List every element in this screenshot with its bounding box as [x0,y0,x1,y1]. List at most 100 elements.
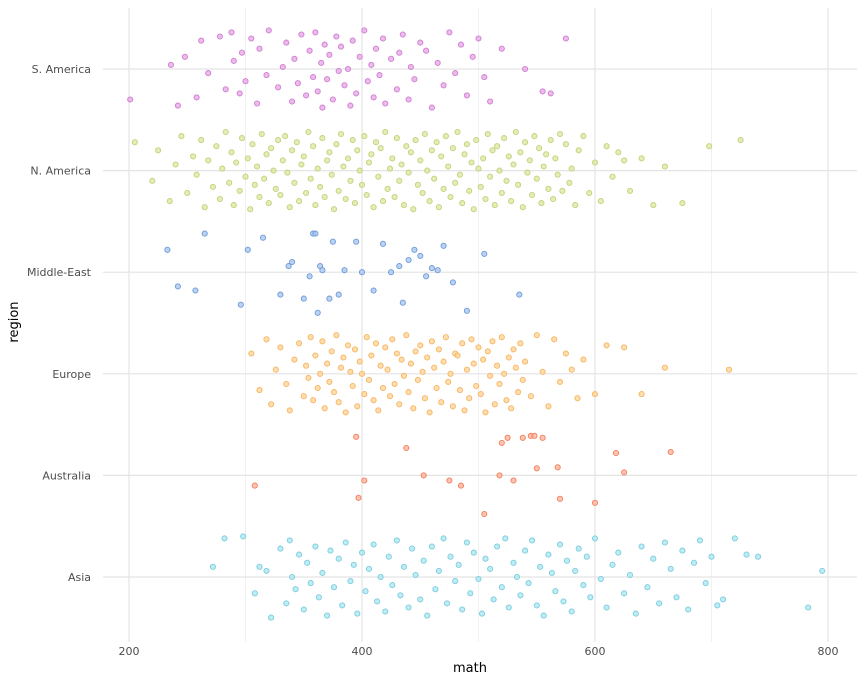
data-point [374,598,381,605]
data-point [667,565,674,572]
data-point [282,133,289,140]
data-point [230,57,237,64]
x-tick-label: 200 [119,645,140,658]
data-point [423,273,430,280]
data-point [626,187,634,194]
data-point [341,82,348,89]
data-point [650,555,657,562]
data-point [256,193,263,201]
data-point [494,143,501,150]
data-point [575,545,582,552]
data-point [370,287,377,294]
data-point [184,189,191,197]
data-point [522,547,529,554]
data-point [539,368,546,375]
data-point [315,594,322,601]
data-point [405,169,412,176]
data-point [275,84,282,91]
data-point [393,135,400,142]
data-point [463,307,470,314]
data-point [201,204,208,211]
data-point [461,151,468,158]
data-point [305,374,312,381]
data-point [597,198,604,205]
data-point [333,332,340,339]
data-point [457,482,465,489]
data-point [412,137,419,144]
data-point [468,159,475,166]
data-point [230,202,237,209]
data-point [321,41,328,48]
data-point [545,185,552,192]
data-point [192,287,199,294]
data-point [361,391,368,398]
data-point [358,181,366,188]
data-point [393,350,400,357]
data-point [277,344,284,351]
data-point [327,547,334,554]
data-point [386,165,394,172]
data-point [279,63,286,71]
data-point [475,575,482,583]
data-point [446,477,453,484]
data-point [335,555,342,562]
data-point [543,151,550,158]
data-point [419,189,426,197]
data-point [524,169,531,176]
data-point [638,543,645,550]
data-point [254,100,261,107]
data-point [480,155,487,162]
data-point [706,143,713,150]
data-point [368,151,375,158]
major-gridlines [103,8,857,642]
data-point [452,578,459,585]
data-point [702,580,709,587]
data-point [696,537,703,544]
data-point [289,258,296,266]
data-point [526,157,533,164]
data-point [344,65,352,73]
data-point [498,45,505,52]
data-point [481,74,488,81]
data-point [363,191,370,199]
data-point [353,238,360,245]
data-point [424,167,431,174]
y-axis-tick-labels: Asia Australia Europe Middle-East N. America… [27,63,92,584]
data-point [167,61,174,68]
data-point [368,352,375,359]
data-point [361,133,368,140]
data-point [226,179,233,186]
data-point [496,167,503,174]
data-point [446,29,453,36]
data-point [421,395,428,402]
data-point [349,382,356,390]
data-point [489,147,496,154]
data-point [708,553,715,560]
data-point [284,169,291,176]
data-point [438,153,445,160]
data-point [440,242,447,249]
data-point [351,200,359,207]
data-point [370,94,377,101]
data-point [268,145,275,152]
data-point [328,348,335,355]
data-point [329,96,336,103]
data-point [314,88,321,95]
data-point [537,563,544,570]
data-point [351,346,359,353]
data-point [209,183,216,190]
x-tick-label: 600 [585,645,606,658]
data-point [350,561,357,568]
data-point [238,135,246,142]
data-point [484,348,491,355]
data-point [361,477,368,484]
data-point [505,354,512,361]
data-point [480,356,487,363]
data-point [433,384,440,392]
data-point [481,510,488,518]
data-point [405,256,412,264]
data-point [447,553,454,560]
data-point [503,397,510,404]
data-point [265,200,272,207]
data-point [344,342,352,349]
